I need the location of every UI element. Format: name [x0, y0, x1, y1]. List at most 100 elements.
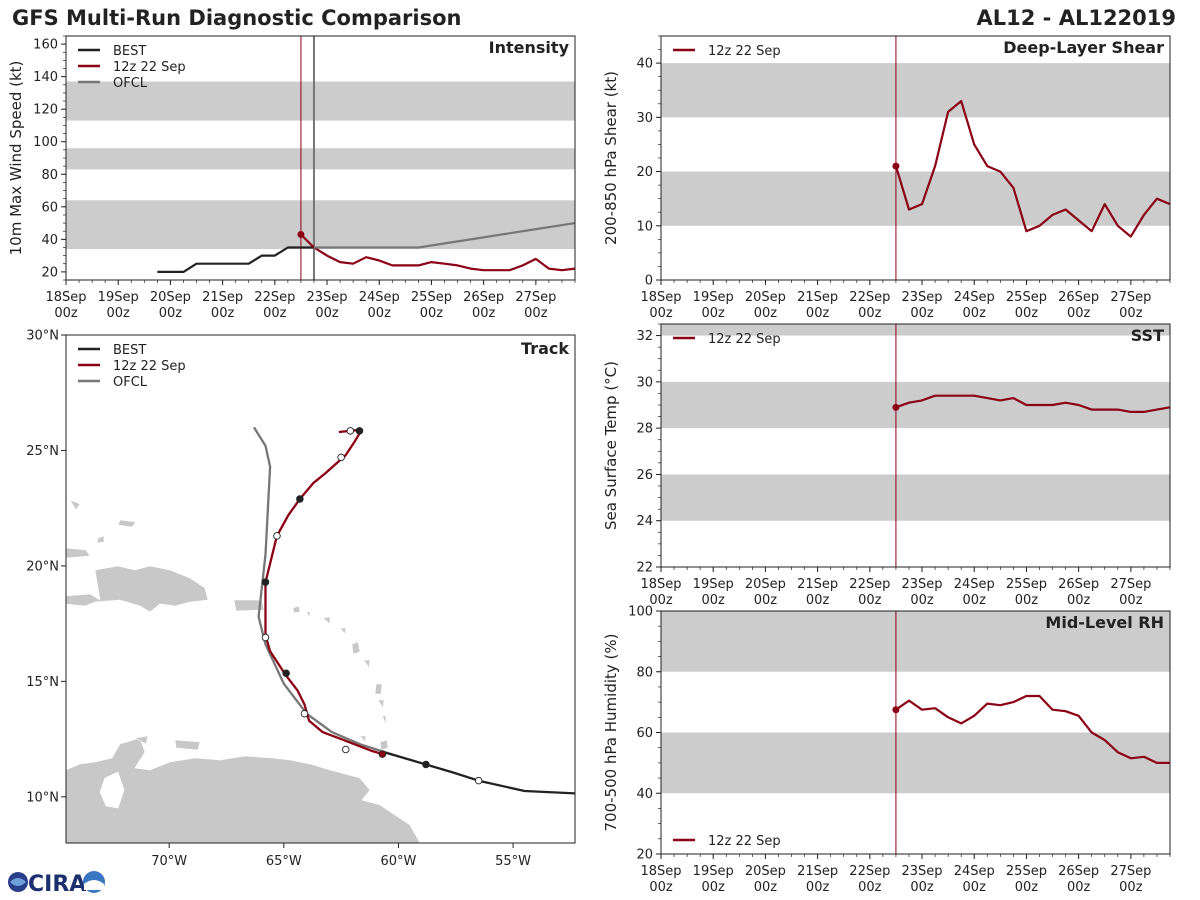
x-tick-label-day: 20Sep — [150, 290, 191, 305]
x-tick-label-day: 26Sep — [463, 290, 504, 305]
y-axis-label: Sea Surface Temp (°C) — [602, 361, 620, 530]
x-tick-label-hour: 00z — [1119, 593, 1143, 608]
x-tick-label-day: 21Sep — [202, 290, 243, 305]
y-tick-label: 100 — [33, 135, 58, 150]
panel-title: Intensity — [489, 38, 570, 57]
y-tick-label: 80 — [41, 168, 58, 183]
band-0 — [661, 474, 1170, 521]
x-tick-label-day: 27Sep — [1110, 290, 1151, 305]
legend-label-2: OFCL — [113, 76, 148, 91]
x-tick-label-hour: 00z — [315, 306, 339, 321]
legend-label-2: OFCL — [113, 375, 148, 390]
y-tick-label: 20 — [636, 848, 653, 863]
y-axis-label: 10m Max Wind Speed (kt) — [7, 61, 25, 256]
y-tick-label: 40 — [41, 233, 58, 248]
x-tick-label-hour: 00z — [754, 306, 778, 321]
y-tick-label: 30 — [636, 375, 653, 390]
x-tick-label-hour: 00z — [858, 880, 882, 895]
x-tick-label-hour: 00z — [806, 880, 830, 895]
init-point — [892, 162, 900, 170]
track-point — [282, 669, 290, 678]
track-point — [422, 760, 430, 769]
panel-intensity: 2040608010012014016018Sep00z19Sep00z20Se… — [7, 35, 576, 321]
y-tick-label: 10°N — [26, 790, 59, 805]
track-point — [273, 532, 281, 540]
x-tick-label-day: 19Sep — [98, 290, 139, 305]
x-tick-label-hour: 00z — [524, 306, 548, 321]
x-tick-label-day: 26Sep — [1058, 864, 1099, 879]
panel-title: SST — [1131, 326, 1164, 345]
south-america-land — [66, 737, 421, 843]
y-tick-label: 60 — [41, 200, 58, 215]
y-tick-label: 28 — [636, 422, 653, 437]
cuba-land — [66, 547, 91, 559]
y-tick-label: 140 — [33, 70, 58, 85]
track-point — [261, 633, 270, 642]
x-tick-label-hour: 00z — [649, 306, 673, 321]
x-tick-label-hour: 00z — [1067, 880, 1091, 895]
band-2 — [661, 324, 1170, 336]
track-point — [474, 776, 483, 785]
x-tick-label: 60°W — [381, 854, 417, 869]
x-tick-label-day: 23Sep — [902, 864, 943, 879]
hispaniola-land — [66, 565, 209, 613]
panel-title: Deep-Layer Shear — [1003, 38, 1164, 57]
panel-shear: 01020304018Sep00z19Sep00z20Sep00z21Sep00… — [602, 35, 1171, 321]
legend-label-0: 12z 22 Sep — [708, 44, 781, 59]
x-tick-label-hour: 00z — [1119, 880, 1143, 895]
panel-title: Track — [521, 339, 569, 358]
x-tick-label-day: 21Sep — [797, 577, 838, 592]
track-point — [341, 745, 350, 754]
x-tick-label-hour: 00z — [1119, 306, 1143, 321]
x-tick-label: 55°W — [495, 854, 531, 869]
track-ofcl — [253, 426, 399, 758]
band-1 — [661, 611, 1170, 672]
x-tick-label-day: 19Sep — [693, 864, 734, 879]
x-tick-label-hour: 00z — [1067, 306, 1091, 321]
x-tick-label-day: 23Sep — [307, 290, 348, 305]
storm-id: AL12 - AL122019 — [976, 6, 1177, 30]
x-tick-label-day: 23Sep — [902, 290, 943, 305]
plot-frame — [660, 323, 1171, 568]
x-tick-label-hour: 00z — [263, 306, 287, 321]
y-tick-label: 25°N — [26, 444, 59, 459]
y-tick-label: 20 — [636, 165, 653, 180]
x-tick-label-day: 23Sep — [902, 577, 943, 592]
legend-label-0: BEST — [113, 44, 146, 59]
x-tick-label-hour: 00z — [702, 593, 726, 608]
x-tick-label-day: 25Sep — [1006, 290, 1047, 305]
x-tick-label-day: 22Sep — [849, 577, 890, 592]
track-point — [355, 427, 364, 435]
x-tick-label-hour: 00z — [754, 593, 778, 608]
y-tick-label: 30°N — [26, 329, 59, 344]
x-tick-label-hour: 00z — [472, 306, 496, 321]
y-tick-label: 160 — [33, 38, 58, 53]
series-12z-22-sep — [300, 233, 576, 272]
x-tick-label-hour: 00z — [1015, 306, 1039, 321]
panel-title: Mid-Level RH — [1045, 613, 1164, 632]
init-point — [892, 403, 900, 411]
x-tick-label-day: 27Sep — [1110, 577, 1151, 592]
x-tick-label-hour: 00z — [910, 306, 934, 321]
legend-label-1: 12z 22 Sep — [113, 60, 186, 75]
band-1 — [661, 63, 1170, 118]
x-tick-label-hour: 00z — [702, 880, 726, 895]
x-tick-label-hour: 00z — [963, 306, 987, 321]
y-tick-label: 60 — [636, 726, 653, 741]
y-tick-label: 32 — [636, 329, 653, 344]
x-tick-label-day: 24Sep — [954, 864, 995, 879]
y-tick-label: 22 — [636, 561, 653, 576]
y-tick-label: 40 — [636, 787, 653, 802]
x-tick-label-day: 25Sep — [411, 290, 452, 305]
x-tick-label-hour: 00z — [649, 880, 673, 895]
x-tick-label-hour: 00z — [754, 880, 778, 895]
band-0 — [661, 171, 1170, 226]
y-tick-label: 100 — [628, 605, 653, 620]
x-tick-label-hour: 00z — [910, 880, 934, 895]
track-best — [382, 750, 575, 795]
x-tick-label-hour: 00z — [858, 306, 882, 321]
x-tick-label-day: 22Sep — [254, 290, 295, 305]
x-tick-label-day: 18Sep — [45, 290, 86, 305]
x-tick-label-day: 27Sep — [1110, 864, 1151, 879]
